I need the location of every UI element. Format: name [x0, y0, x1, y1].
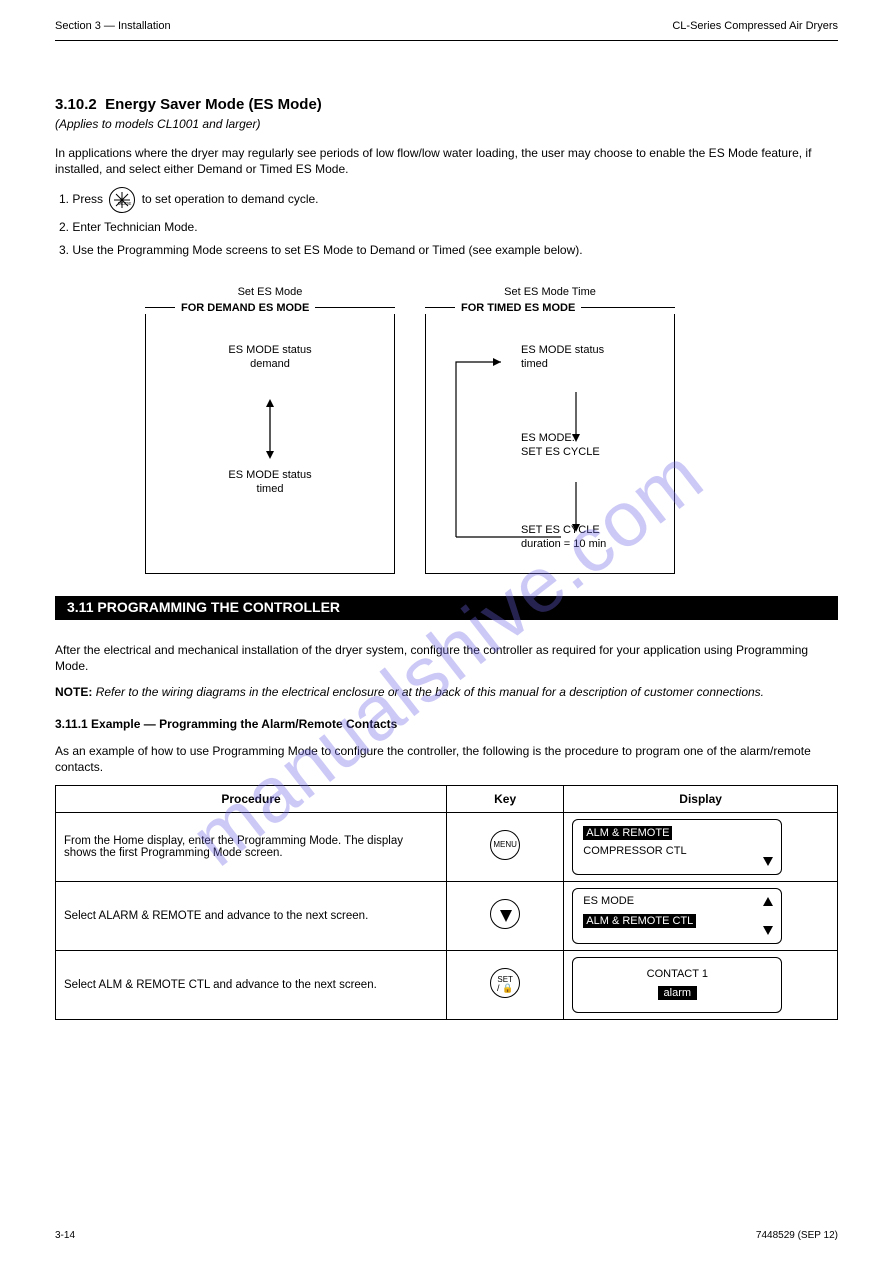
step-num: 2.	[59, 220, 69, 234]
footer-right: 7448529 (SEP 12)	[756, 1230, 838, 1241]
lcd-display: CONTACT 1 alarm	[572, 957, 782, 1013]
intro-paragraph: In applications where the dryer may regu…	[55, 145, 838, 177]
diag-l-item-0: ES MODE status	[228, 344, 311, 356]
header-right: CL-Series Compressed Air Dryers	[672, 20, 838, 32]
th-key: Key	[447, 785, 564, 812]
lcd-line2: ALM & REMOTE CTL	[583, 914, 696, 928]
diag-r-item-2: ES MODE:	[521, 432, 600, 444]
header-rule	[55, 40, 838, 41]
subhead: 3.11.1 Example — Programming the Alarm/R…	[55, 716, 838, 732]
lcd-center-2: alarm	[658, 986, 698, 1000]
section-number: 3.10.2	[55, 96, 97, 113]
prog-intro: After the electrical and mechanical inst…	[55, 642, 838, 674]
header-left: Section 3 — Installation	[55, 20, 171, 32]
lcd-line1: ES MODE	[583, 895, 759, 907]
note-label: NOTE:	[55, 685, 92, 699]
note-text: Refer to the wiring diagrams in the elec…	[96, 685, 764, 699]
lcd-line2: COMPRESSOR CTL	[583, 845, 759, 857]
step-num: 1.	[59, 193, 69, 207]
step-text-after: to set operation to demand cycle.	[142, 193, 319, 207]
diag-r-item-3b: SET ES CYCLE	[521, 524, 606, 536]
steps-list: 1. Press MODE to set operation to demand…	[55, 187, 838, 257]
lcd-line1: ALM & REMOTE	[583, 826, 672, 840]
diagram-left-title: FOR DEMAND ES MODE	[175, 302, 315, 314]
sub-intro: As an example of how to use Programming …	[55, 743, 838, 775]
lcd-display: ES MODE ALM & REMOTE CTL	[572, 888, 782, 944]
diagram-left: Set ES Mode FOR DEMAND ES MODE ES MODE s…	[145, 286, 395, 574]
down-arrow-icon	[763, 926, 773, 935]
diag-r-item-4: duration = 10 min	[521, 538, 606, 550]
diag-l-item-0b: ES MODE status	[228, 469, 311, 481]
procedure-table: Procedure Key Display From the Home disp…	[55, 785, 838, 1020]
step-num: 3.	[59, 243, 69, 257]
up-arrow-icon	[763, 897, 773, 906]
table-row: Select ALARM & REMOTE and advance to the…	[56, 881, 838, 950]
menu-button-icon: MENU	[490, 830, 520, 860]
diagram-right-label: Set ES Mode Time	[425, 286, 675, 298]
step-text-before: Press	[72, 193, 106, 207]
step-3: 3. Use the Programming Mode screens to s…	[59, 242, 838, 258]
section-black-bar: 3.11 PROGRAMMING THE CONTROLLER	[55, 596, 838, 620]
diagram-right: Set ES Mode Time FOR TIMED ES MODE ES MO…	[425, 286, 675, 574]
table-row: From the Home display, enter the Program…	[56, 812, 838, 881]
down-button-icon	[490, 899, 520, 929]
diagram-left-label: Set ES Mode	[145, 286, 395, 298]
lcd-center-1: CONTACT 1	[573, 968, 781, 980]
section-title: Energy Saver Mode (ES Mode)	[105, 96, 322, 113]
step-text: Use the Programming Mode screens to set …	[72, 243, 582, 257]
lcd-display: ALM & REMOTE COMPRESSOR CTL	[572, 819, 782, 875]
black-bar-text: 3.11 PROGRAMMING THE CONTROLLER	[67, 599, 340, 615]
table-row: Select ALM & REMOTE CTL and advance to t…	[56, 950, 838, 1019]
proc-cell: From the Home display, enter the Program…	[56, 812, 447, 881]
th-display: Display	[564, 785, 838, 812]
diagram-right-title: FOR TIMED ES MODE	[455, 302, 581, 314]
set-button-icon: SET/ 🔒	[490, 968, 520, 998]
section-subtitle: (Applies to models CL1001 and larger)	[55, 117, 838, 131]
down-arrow-icon	[763, 857, 773, 866]
mode-icon: MODE	[109, 187, 135, 213]
th-procedure: Procedure	[56, 785, 447, 812]
diagrams-row: Set ES Mode FOR DEMAND ES MODE ES MODE s…	[145, 286, 838, 574]
updown-arrow-icon	[264, 399, 276, 459]
section-heading: 3.10.2 Energy Saver Mode (ES Mode)	[55, 96, 838, 113]
footer: 3-14 7448529 (SEP 12)	[55, 1230, 838, 1241]
proc-cell: Select ALARM & REMOTE and advance to the…	[56, 881, 447, 950]
step-2: 2. Enter Technician Mode.	[59, 219, 838, 235]
note: NOTE: Refer to the wiring diagrams in th…	[55, 684, 838, 700]
diag-l-item-1: demand	[228, 358, 311, 370]
step-1: 1. Press MODE to set operation to demand…	[59, 187, 838, 213]
diag-r-item-3: SET ES CYCLE	[521, 446, 600, 458]
diag-l-item-2: timed	[228, 483, 311, 495]
proc-cell: Select ALM & REMOTE CTL and advance to t…	[56, 950, 447, 1019]
step-text: Enter Technician Mode.	[72, 220, 197, 234]
footer-left: 3-14	[55, 1230, 75, 1241]
